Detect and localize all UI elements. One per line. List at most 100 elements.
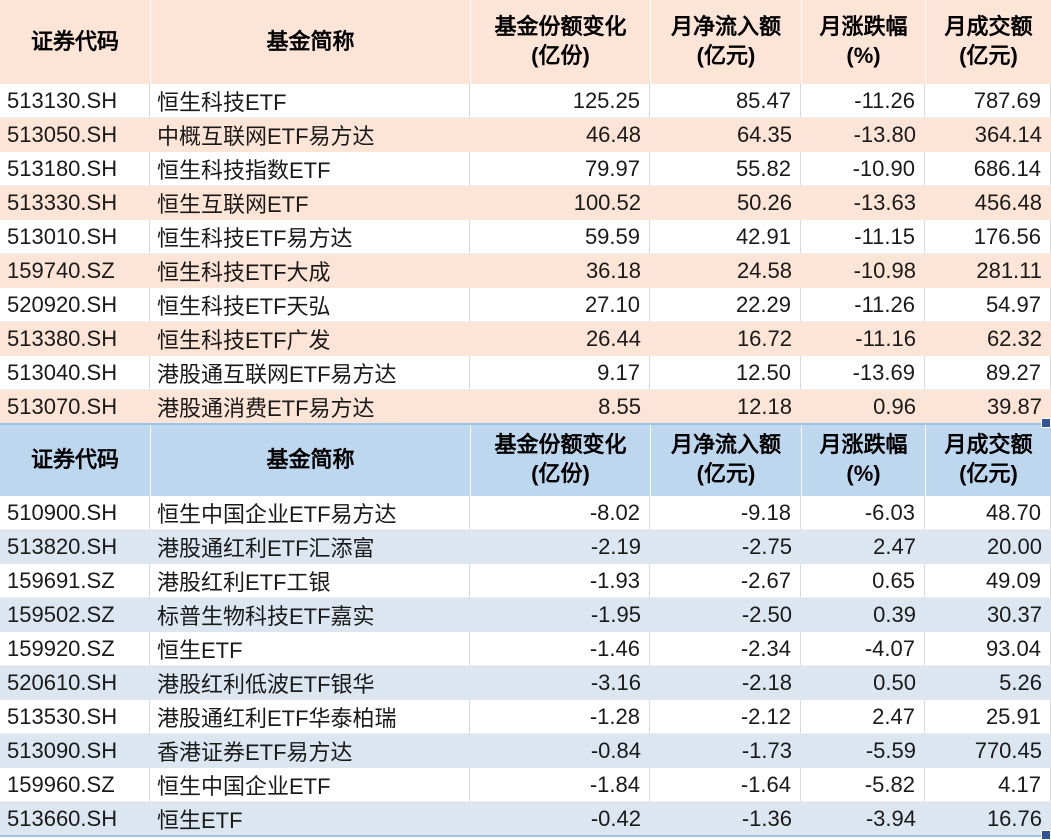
cell-change[interactable]: 2.47 (873, 534, 916, 559)
cell-change[interactable]: -11.15 (801, 220, 925, 254)
cell-code[interactable]: 513660.SH (7, 806, 118, 831)
cell-code[interactable]: 513330.SH (7, 190, 118, 215)
cell-share[interactable]: -1.84 (470, 768, 650, 802)
cell-change[interactable]: 0.39 (873, 602, 916, 627)
header-cell-volume[interactable]: 月成交额 (亿元) (925, 0, 1051, 84)
cell-volume[interactable]: 5.26 (999, 670, 1042, 695)
cell-change[interactable]: 2.47 (801, 700, 925, 734)
cell-name[interactable]: 港股通消费ETF易方达 (157, 396, 375, 421)
header-cell-inflow[interactable]: 月净流入额 (亿元) (650, 424, 801, 496)
cell-share[interactable]: 8.55 (598, 394, 641, 419)
cell-volume[interactable]: 16.76 (986, 806, 1042, 831)
cell-name[interactable]: 恒生科技指数ETF (150, 152, 470, 186)
cell-code[interactable]: 513380.SH (7, 326, 118, 351)
cell-volume[interactable]: 89.27 (925, 356, 1051, 390)
cell-name[interactable]: 港股通红利ETF汇添富 (157, 536, 375, 561)
cell-share[interactable]: -0.42 (590, 806, 641, 831)
cell-volume[interactable]: 93.04 (925, 632, 1051, 666)
cell-name[interactable]: 恒生互联网ETF (157, 192, 309, 217)
cell-inflow[interactable]: 50.26 (736, 190, 792, 215)
fill-handle[interactable] (1041, 830, 1051, 840)
cell-change[interactable]: -5.59 (865, 738, 916, 763)
cell-name[interactable]: 中概互联网ETF易方达 (157, 124, 375, 149)
cell-inflow[interactable]: -2.34 (650, 632, 801, 666)
cell-inflow[interactable]: 85.47 (650, 84, 801, 118)
cell-code[interactable]: 159502.SZ (7, 602, 115, 627)
cell-inflow[interactable]: -2.67 (650, 564, 801, 598)
cell-change[interactable]: -4.07 (801, 632, 925, 666)
cell-share[interactable]: -2.19 (590, 534, 641, 559)
cell-change[interactable]: 0.65 (801, 564, 925, 598)
cell-volume[interactable]: 20.00 (986, 534, 1042, 559)
cell-code[interactable]: 513180.SH (0, 152, 150, 186)
cell-name[interactable]: 恒生科技ETF天弘 (150, 288, 470, 322)
cell-inflow[interactable]: -1.36 (741, 806, 792, 831)
cell-inflow[interactable]: -9.18 (650, 496, 801, 530)
cell-change[interactable]: -11.16 (855, 326, 916, 351)
cell-share[interactable]: -1.93 (470, 564, 650, 598)
cell-share[interactable]: -3.16 (590, 670, 641, 695)
cell-share[interactable]: -1.28 (470, 700, 650, 734)
cell-volume[interactable]: 25.91 (925, 700, 1051, 734)
header-cell-code[interactable]: 证券代码 (0, 424, 150, 496)
cell-volume[interactable]: 30.37 (986, 602, 1042, 627)
header-cell-volume[interactable]: 月成交额 (亿元) (925, 424, 1051, 496)
cell-inflow[interactable]: -1.64 (650, 768, 801, 802)
cell-inflow[interactable]: -2.50 (741, 602, 792, 627)
cell-code[interactable]: 510900.SH (0, 496, 150, 530)
cell-inflow[interactable]: -2.75 (741, 534, 792, 559)
cell-code[interactable]: 513530.SH (0, 700, 150, 734)
cell-volume[interactable]: 456.48 (974, 190, 1042, 215)
header-cell-share[interactable]: 基金份额变化 (亿份) (470, 0, 650, 84)
cell-share[interactable]: 9.17 (470, 356, 650, 390)
cell-volume[interactable]: 48.70 (925, 496, 1051, 530)
fill-handle[interactable] (1041, 418, 1051, 428)
cell-code[interactable]: 520920.SH (0, 288, 150, 322)
cell-volume[interactable]: 686.14 (925, 152, 1051, 186)
cell-code[interactable]: 513130.SH (0, 84, 150, 118)
cell-share[interactable]: 59.59 (470, 220, 650, 254)
cell-volume[interactable]: 787.69 (925, 84, 1051, 118)
cell-code[interactable]: 513090.SH (7, 738, 118, 763)
cell-code[interactable]: 159740.SZ (7, 258, 115, 283)
cell-code[interactable]: 159691.SZ (0, 564, 150, 598)
cell-change[interactable]: -11.26 (801, 288, 925, 322)
cell-change[interactable]: -10.98 (853, 258, 916, 283)
cell-change[interactable]: 0.96 (873, 394, 916, 419)
cell-inflow[interactable]: -2.12 (650, 700, 801, 734)
cell-inflow[interactable]: 24.58 (736, 258, 792, 283)
cell-share[interactable]: -1.46 (470, 632, 650, 666)
cell-volume[interactable]: 4.17 (925, 768, 1051, 802)
header-cell-inflow[interactable]: 月净流入额 (亿元) (650, 0, 801, 84)
cell-inflow[interactable]: 12.18 (736, 394, 792, 419)
cell-share[interactable]: -1.95 (590, 602, 641, 627)
header-cell-name[interactable]: 基金简称 (150, 0, 470, 84)
cell-share[interactable]: -8.02 (470, 496, 650, 530)
cell-change[interactable]: -13.63 (853, 190, 916, 215)
cell-change[interactable]: -13.69 (801, 356, 925, 390)
cell-volume[interactable]: 54.97 (925, 288, 1051, 322)
header-cell-share[interactable]: 基金份额变化 (亿份) (470, 424, 650, 496)
cell-change[interactable]: -3.94 (865, 806, 916, 831)
cell-change[interactable]: -13.80 (853, 122, 916, 147)
cell-share[interactable]: 27.10 (470, 288, 650, 322)
cell-code[interactable]: 513070.SH (7, 394, 118, 419)
header-cell-change[interactable]: 月涨跌幅 (%) (801, 0, 925, 84)
cell-code[interactable]: 513040.SH (0, 356, 150, 390)
cell-inflow[interactable]: 22.29 (650, 288, 801, 322)
cell-name[interactable]: 港股红利低波ETF银华 (157, 672, 375, 697)
cell-share[interactable]: 46.48 (585, 122, 641, 147)
cell-name[interactable]: 恒生ETF (157, 808, 243, 833)
cell-name[interactable]: 恒生中国企业ETF易方达 (150, 496, 470, 530)
cell-name[interactable]: 港股通红利ETF华泰柏瑞 (150, 700, 470, 734)
cell-inflow[interactable]: 64.35 (736, 122, 792, 147)
cell-volume[interactable]: 49.09 (925, 564, 1051, 598)
cell-inflow[interactable]: 55.82 (650, 152, 801, 186)
header-cell-code[interactable]: 证券代码 (0, 0, 150, 84)
cell-change[interactable]: -10.90 (801, 152, 925, 186)
cell-code[interactable]: 159920.SZ (0, 632, 150, 666)
cell-code[interactable]: 513010.SH (0, 220, 150, 254)
cell-change[interactable]: 0.50 (873, 670, 916, 695)
cell-name[interactable]: 香港证券ETF易方达 (157, 740, 353, 765)
cell-inflow[interactable]: -2.18 (741, 670, 792, 695)
